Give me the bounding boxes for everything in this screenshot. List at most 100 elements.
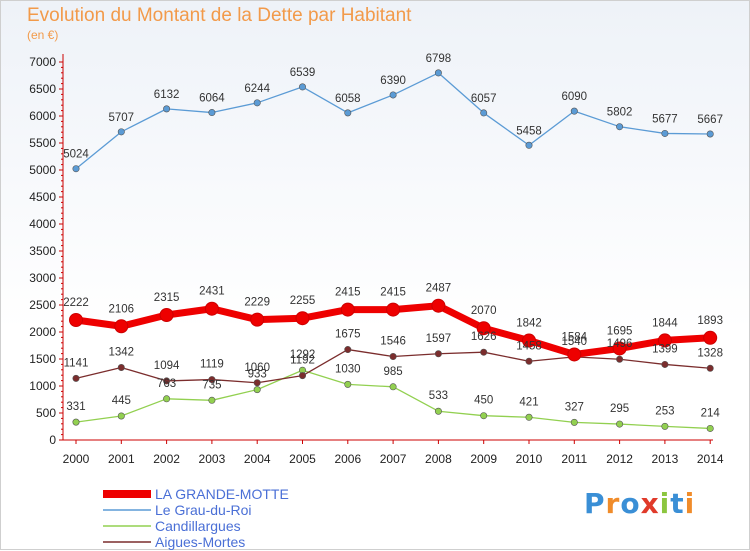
data-point xyxy=(389,383,397,391)
data-label: 6132 xyxy=(154,89,180,101)
data-point xyxy=(389,353,397,361)
data-label: 331 xyxy=(66,401,85,413)
data-point xyxy=(570,418,578,426)
chart-title: Evolution du Montant de la Dette par Hab… xyxy=(27,5,412,26)
data-label: 5024 xyxy=(63,149,89,161)
data-point xyxy=(525,357,533,365)
data-label: 2106 xyxy=(109,303,135,315)
data-point xyxy=(163,395,171,403)
y-tick-label: 1500 xyxy=(29,352,56,366)
data-point xyxy=(480,412,488,420)
data-point xyxy=(298,372,306,380)
data-point xyxy=(114,319,129,334)
data-point xyxy=(476,321,491,336)
data-point xyxy=(661,360,669,368)
data-label: 450 xyxy=(474,395,493,407)
x-tick-label: 2002 xyxy=(153,452,180,466)
data-point xyxy=(159,307,174,322)
data-point xyxy=(340,302,355,317)
data-label: 2315 xyxy=(154,292,180,304)
y-tick-label: 6000 xyxy=(29,109,56,123)
data-point xyxy=(616,420,624,428)
data-point xyxy=(298,83,306,91)
data-label: 421 xyxy=(519,396,538,408)
data-label: 6244 xyxy=(244,83,270,95)
data-point xyxy=(480,109,488,117)
data-point xyxy=(386,302,401,317)
data-label: 533 xyxy=(429,390,448,402)
data-point xyxy=(567,347,582,362)
data-point xyxy=(117,412,125,420)
data-point xyxy=(661,129,669,137)
data-point xyxy=(253,386,261,394)
data-label: 1584 xyxy=(562,331,588,343)
data-point xyxy=(570,107,578,115)
data-label: 5458 xyxy=(516,125,542,137)
series-line-le-grau-du-roi xyxy=(75,72,711,170)
data-label: 6064 xyxy=(199,93,225,105)
x-tick-label: 2004 xyxy=(244,452,271,466)
data-label: 1844 xyxy=(652,317,678,329)
data-point xyxy=(117,364,125,372)
data-label: 2415 xyxy=(380,287,406,299)
data-point xyxy=(434,407,442,415)
proxiti-logo: Proxiti xyxy=(584,487,696,520)
data-label: 1192 xyxy=(290,355,315,367)
data-label: 445 xyxy=(112,395,131,407)
data-label: 2255 xyxy=(290,295,316,307)
data-point xyxy=(661,422,669,430)
y-tick-label: 3500 xyxy=(29,244,56,258)
data-label: 1546 xyxy=(380,336,406,348)
legend-label: LA GRANDE-MOTTE xyxy=(155,486,289,502)
data-point xyxy=(616,355,624,363)
y-tick-label: 2000 xyxy=(29,325,56,339)
data-point xyxy=(703,330,718,345)
data-label: 1328 xyxy=(697,347,723,359)
data-label: 1458 xyxy=(516,340,542,352)
data-point xyxy=(344,380,352,388)
data-label: 1119 xyxy=(200,359,224,371)
data-point xyxy=(72,165,80,173)
data-label: 2229 xyxy=(244,297,270,309)
data-point xyxy=(344,346,352,354)
data-point xyxy=(522,333,536,348)
data-point xyxy=(72,418,80,426)
y-tick-label: 3000 xyxy=(29,271,56,285)
data-label: 1675 xyxy=(335,329,361,341)
data-label: 5667 xyxy=(697,114,723,126)
data-label: 1695 xyxy=(607,325,633,337)
y-tick-label: 4000 xyxy=(29,217,56,231)
data-label: 1842 xyxy=(516,318,542,330)
x-tick-label: 2014 xyxy=(697,452,724,466)
data-label: 2222 xyxy=(63,297,89,309)
y-tick-label: 2500 xyxy=(29,298,56,312)
x-tick-label: 2000 xyxy=(63,452,90,466)
data-label: 1540 xyxy=(562,336,588,348)
data-label: 295 xyxy=(610,403,629,415)
data-label: 6058 xyxy=(335,93,361,105)
data-label: 6090 xyxy=(562,91,588,103)
y-tick-label: 7000 xyxy=(29,55,56,69)
x-tick-label: 2006 xyxy=(334,452,361,466)
legend-label: Le Grau-du-Roi xyxy=(155,502,252,518)
x-tick-label: 2005 xyxy=(289,452,316,466)
data-point xyxy=(616,123,624,131)
data-point xyxy=(706,364,714,372)
data-point xyxy=(657,333,672,348)
chart-subtitle: (en €) xyxy=(27,28,59,42)
data-label: 6390 xyxy=(380,75,406,87)
legend-label: Aigues-Mortes xyxy=(155,534,245,550)
x-tick-label: 2009 xyxy=(470,452,497,466)
data-point xyxy=(706,130,714,138)
data-point xyxy=(706,424,714,432)
data-label: 1893 xyxy=(697,315,723,327)
x-tick-label: 2010 xyxy=(516,452,543,466)
data-point xyxy=(208,109,216,117)
y-tick-label: 5500 xyxy=(29,136,56,150)
data-point xyxy=(525,413,533,421)
x-tick-label: 2003 xyxy=(199,452,226,466)
data-point xyxy=(163,105,171,113)
x-tick-label: 2008 xyxy=(425,452,452,466)
